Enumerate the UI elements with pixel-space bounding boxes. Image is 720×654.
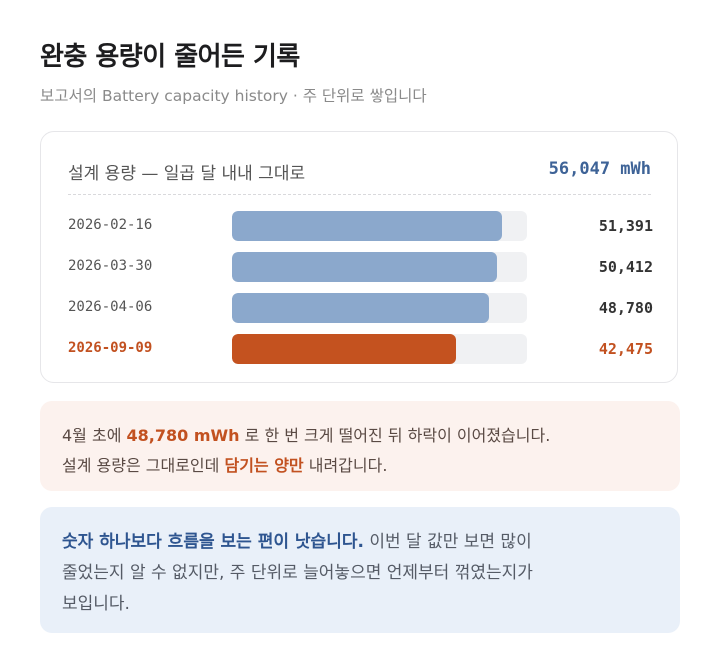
row-date: 2026-09-09 [68, 340, 153, 356]
note-text: 내려갑니다. [303, 456, 388, 475]
design-capacity-value: 56,047 mWh [548, 159, 651, 179]
row-value: 48,780 [598, 299, 653, 317]
bar-track [232, 211, 527, 241]
tip-lead: 숫자 하나보다 흐름을 보는 편이 낫습니다. [62, 532, 364, 552]
bar-track [232, 252, 527, 282]
note-text: 4월 초에 [62, 426, 127, 445]
capacity-row: 2026-04-06 48,780 [41, 292, 679, 324]
capacity-row: 2026-03-30 50,412 [41, 251, 679, 283]
note-highlight: 담기는 양만 [224, 456, 304, 475]
capacity-row-latest: 2026-09-09 42,475 [41, 333, 679, 365]
tip-text: 이번 달 값만 보면 많이 [363, 532, 532, 552]
row-value: 51,391 [598, 217, 653, 235]
row-value: 42,475 [598, 340, 653, 358]
note-text: 설계 용량은 그대로인데 [62, 456, 225, 475]
capacity-bar [232, 293, 489, 323]
note-highlight: 48,780 mWh [126, 426, 240, 445]
tip-text: 줄었는지 알 수 없지만, 주 단위로 늘어놓으면 언제부터 꺾였는지가 [62, 563, 533, 583]
divider [68, 194, 651, 195]
row-value: 50,412 [598, 258, 653, 276]
tip-text: 보입니다. [62, 594, 130, 614]
capacity-bar [232, 252, 497, 282]
note-text: 로 한 번 크게 떨어진 뒤 하락이 이어졌습니다. [239, 426, 551, 445]
capacity-row: 2026-02-16 51,391 [41, 210, 679, 242]
trend-tip: 숫자 하나보다 흐름을 보는 편이 낫습니다. 이번 달 값만 보면 많이 줄었… [40, 507, 680, 633]
row-date: 2026-02-16 [68, 217, 153, 233]
design-capacity-label: 설계 용량 — 일곱 달 내내 그대로 [68, 164, 306, 184]
drop-note: 4월 초에 48,780 mWh 로 한 번 크게 떨어진 뒤 하락이 이어졌습… [40, 401, 680, 491]
capacity-bar [232, 211, 502, 241]
row-date: 2026-03-30 [68, 258, 153, 274]
bar-track [232, 334, 527, 364]
bar-track [232, 293, 527, 323]
row-date: 2026-04-06 [68, 299, 153, 315]
capacity-card: 설계 용량 — 일곱 달 내내 그대로 56,047 mWh 2026-02-1… [40, 131, 678, 383]
page-title: 완충 용량이 줄어든 기록 [40, 42, 300, 72]
page-subtitle: 보고서의 Battery capacity history · 주 단위로 쌓입… [40, 87, 427, 105]
capacity-bar [232, 334, 456, 364]
